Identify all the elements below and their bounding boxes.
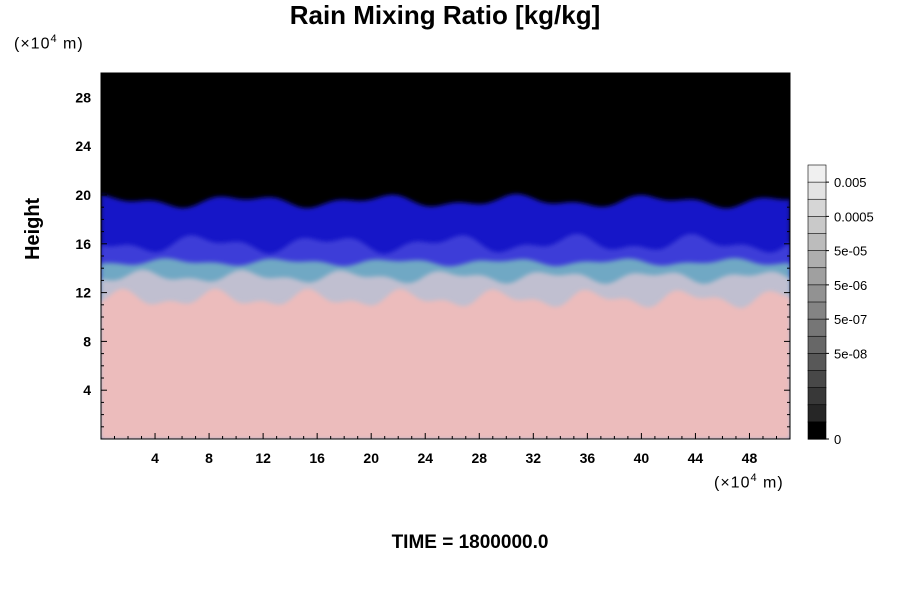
colorbar-label: 5e-08	[834, 346, 867, 361]
y-tick-label: 12	[75, 285, 91, 301]
chart-title: Rain Mixing Ratio [kg/kg]	[289, 0, 601, 30]
x-tick-label: 44	[688, 450, 704, 466]
colorbar-label: 0.0005	[834, 209, 874, 224]
time-label: TIME = 1800000.0	[391, 532, 549, 553]
x-tick-label: 8	[205, 450, 213, 466]
y-tick-label: 16	[75, 236, 91, 252]
colorbar-label: 5e-07	[834, 312, 867, 327]
x-tick-label: 24	[417, 450, 433, 466]
colorbar-level	[807, 250, 827, 269]
x-tick-label: 40	[634, 450, 650, 466]
colorbar-label: 0	[834, 432, 841, 447]
colorbar: 0.005 0.0005 5e-05 5e-06 5e-07 5e-08 0	[807, 164, 874, 447]
colorbar-level	[807, 404, 827, 423]
region-lower	[101, 288, 790, 439]
x-tick-label: 48	[742, 450, 758, 466]
x-tick-label: 32	[526, 450, 542, 466]
colorbar-level	[807, 198, 827, 217]
colorbar-level	[807, 335, 827, 354]
colorbar-level	[807, 301, 827, 320]
colorbar-level	[807, 353, 827, 372]
colorbar-level	[807, 370, 827, 389]
colorbar-label: 5e-05	[834, 244, 867, 259]
colorbar-level	[807, 284, 827, 303]
x-axis-unit: (×104 m)	[714, 472, 784, 492]
colorbar-level	[807, 318, 827, 337]
x-tick-label: 36	[580, 450, 596, 466]
colorbar-level	[807, 421, 827, 440]
x-tick-label: 12	[255, 450, 271, 466]
y-tick-label: 28	[75, 89, 91, 105]
colorbar-level	[807, 216, 827, 235]
colorbar-level	[807, 164, 827, 183]
y-tick-label: 24	[75, 138, 91, 154]
y-tick-label: 20	[75, 187, 91, 203]
colorbar-level	[807, 387, 827, 406]
heatmap-field	[101, 73, 790, 439]
colorbar-level	[807, 267, 827, 286]
y-axis-unit: (×104 m)	[14, 33, 84, 53]
colorbar-label: 5e-06	[834, 278, 867, 293]
y-tick-label: 8	[83, 333, 91, 349]
x-tick-label: 4	[151, 450, 159, 466]
x-tick-label: 28	[471, 450, 487, 466]
colorbar-level	[807, 233, 827, 252]
y-tick-label: 4	[83, 382, 91, 398]
x-tick-label: 20	[363, 450, 379, 466]
colorbar-level	[807, 181, 827, 200]
colorbar-label: 0.005	[834, 175, 867, 190]
x-tick-label: 16	[309, 450, 325, 466]
